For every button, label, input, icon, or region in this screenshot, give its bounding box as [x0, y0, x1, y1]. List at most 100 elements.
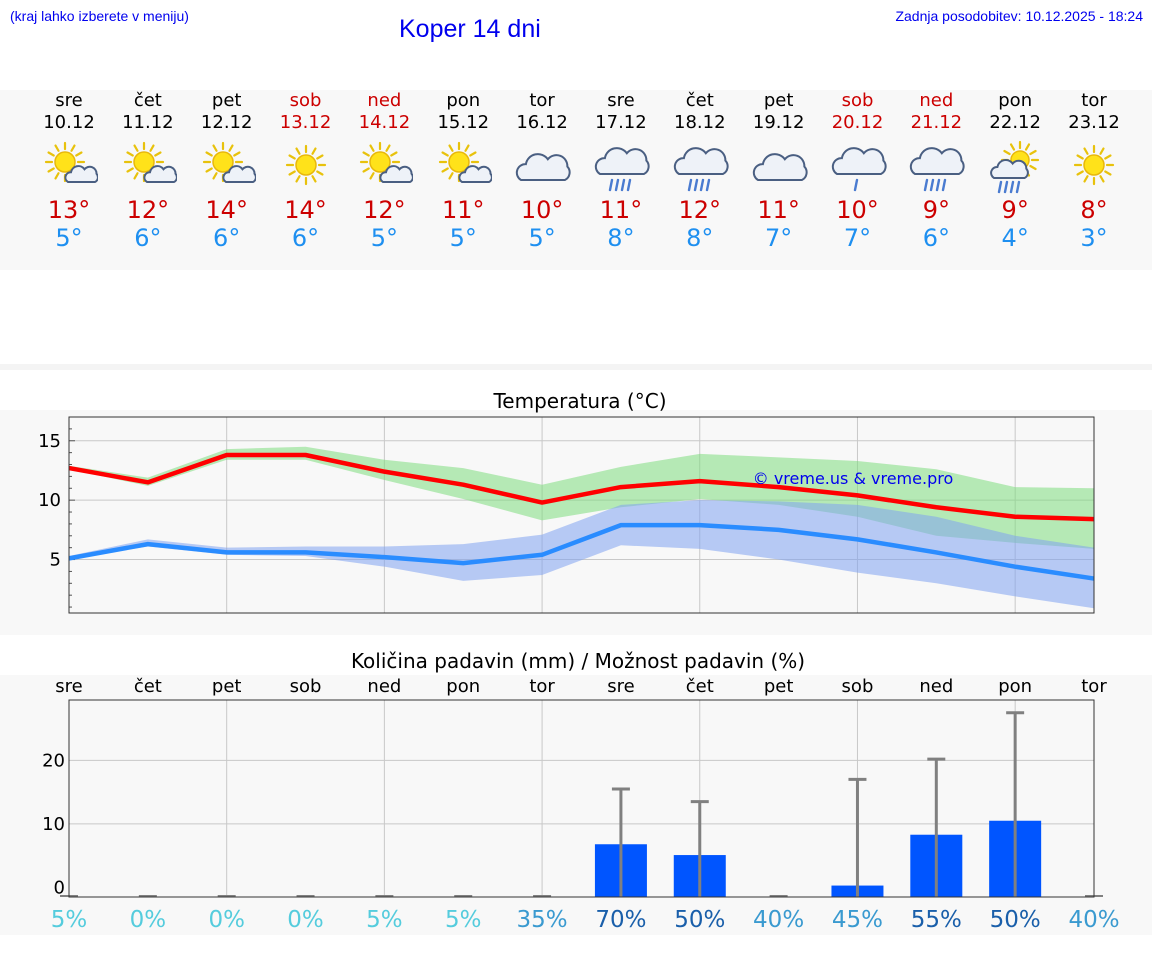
cloud-light-rain-icon	[831, 147, 887, 192]
cloud-rain-icon	[673, 147, 729, 192]
y-tick-label: 10	[42, 814, 65, 835]
day-column: pon 15.12 11° 5°	[424, 90, 503, 252]
divider	[0, 364, 1152, 370]
temp-min: 8°	[607, 224, 635, 252]
x-category-label: ned	[367, 676, 401, 697]
day-name: pet	[211, 90, 242, 111]
precip-probability: 50%	[990, 907, 1041, 933]
x-category-label: sob	[290, 676, 322, 697]
temp-min: 6°	[922, 224, 950, 252]
precip-probability: 35%	[517, 907, 568, 933]
x-category-label: čet	[686, 676, 714, 697]
temp-min: 8°	[686, 224, 714, 252]
plot-frame	[68, 699, 1095, 898]
day-column: čet 18.12 12° 8°	[660, 90, 739, 252]
x-category-label: sre	[55, 676, 82, 697]
temp-max: 11°	[757, 196, 800, 224]
precip-probability: 40%	[1068, 907, 1119, 933]
temp-min: 7°	[843, 224, 872, 252]
temp-max: 8°	[1080, 196, 1108, 224]
sun-cloud-icon	[439, 141, 493, 183]
precip-probability: 0%	[208, 907, 245, 933]
precip-probability: 0%	[130, 907, 167, 933]
day-name: pon	[998, 90, 1033, 111]
day-date: 23.12	[1068, 112, 1120, 133]
plot-frame	[68, 416, 1095, 614]
temp-min: 5°	[370, 224, 399, 252]
last-updated: Zadnja posodobitev: 10.12.2025 - 18:24	[895, 8, 1143, 24]
day-name: čet	[685, 90, 714, 111]
day-column: pet 12.12 14° 6°	[187, 90, 266, 252]
precip-probability: 55%	[911, 907, 962, 933]
precip-probability: 5%	[51, 907, 88, 933]
day-date: 14.12	[358, 112, 411, 133]
temp-max: 9°	[1001, 196, 1029, 224]
page-title: Koper 14 dni	[399, 15, 541, 43]
temp-min: 3°	[1080, 224, 1108, 252]
day-column: pet 19.12 11° 7°	[739, 90, 818, 252]
day-column: pon 22.12 9° 4°	[976, 90, 1055, 252]
sun-icon	[285, 144, 326, 186]
day-name: sre	[607, 90, 635, 111]
day-column: sob 13.12 14° 6°	[266, 90, 345, 252]
day-date: 21.12	[910, 112, 963, 133]
forecast-strip-bg	[0, 90, 1152, 270]
temp-min: 5°	[528, 224, 556, 252]
day-column: ned 21.12 9° 6°	[897, 90, 976, 252]
day-date: 13.12	[279, 112, 332, 133]
precip-probability: 40%	[753, 907, 804, 933]
sun-cloud-icon	[202, 141, 256, 183]
x-category-label: ned	[919, 676, 953, 697]
min-temp-line	[68, 522, 1095, 581]
x-category-label: tor	[529, 676, 555, 697]
temp-max: 12°	[678, 196, 722, 224]
temp-min: 5°	[449, 224, 477, 252]
day-column: sre 10.12 13° 5°	[30, 90, 109, 252]
temp-min: 5°	[55, 224, 83, 252]
y-tick-label: 5	[50, 550, 61, 571]
day-column: tor 16.12 10° 5°	[503, 90, 582, 252]
temperature-chart: Temperatura (°C) 5 10 15 © vreme.us & vreme.…	[38, 389, 1095, 614]
sun-rain-icon	[990, 140, 1040, 194]
day-name: ned	[367, 90, 402, 111]
x-category-label: pet	[764, 676, 794, 697]
day-name: pet	[763, 90, 794, 111]
day-name: tor	[1081, 90, 1107, 111]
temp-min: 6°	[291, 224, 320, 252]
day-date: 19.12	[752, 112, 805, 133]
x-category-label: sre	[607, 676, 634, 697]
cloud-rain-icon	[594, 147, 650, 192]
cloud-icon	[752, 153, 808, 181]
x-category-label: čet	[134, 676, 162, 697]
day-name: ned	[919, 90, 954, 111]
temp-max: 10°	[836, 196, 879, 224]
precip-probability: 5%	[366, 907, 403, 933]
day-name: sob	[289, 90, 322, 111]
temp-max: 11°	[441, 196, 485, 224]
x-category-label: sob	[842, 676, 874, 697]
y-tick-label: 10	[38, 490, 61, 511]
precip-probability: 5%	[445, 907, 482, 933]
day-date: 12.12	[200, 112, 253, 133]
precipitation-chart: Količina padavin (mm) / Možnost padavin …	[42, 649, 1119, 933]
day-name: tor	[529, 90, 555, 111]
max-temp-line	[68, 452, 1095, 522]
day-column: ned 14.12 12° 5°	[345, 90, 424, 252]
y-tick-label: 15	[38, 431, 61, 452]
temp-max: 11°	[599, 196, 643, 224]
day-column: tor 23.12 8° 3°	[1055, 90, 1134, 252]
temp-max: 14°	[205, 196, 248, 224]
day-column: sre 17.12 11° 8°	[581, 90, 660, 252]
temp-max: 9°	[922, 196, 950, 224]
day-date: 15.12	[437, 112, 490, 133]
day-name: pon	[446, 90, 481, 111]
day-name: čet	[133, 90, 162, 111]
x-category-label: tor	[1081, 676, 1107, 697]
precipitation-chart-title: Količina padavin (mm) / Možnost padavin …	[351, 649, 805, 673]
temp-min: 4°	[1001, 224, 1029, 252]
temp-min: 6°	[213, 224, 241, 252]
sun-cloud-icon	[44, 141, 98, 183]
day-column: čet 11.12 12° 6°	[108, 90, 187, 252]
day-name: sob	[841, 90, 874, 111]
sun-icon	[1073, 144, 1115, 186]
